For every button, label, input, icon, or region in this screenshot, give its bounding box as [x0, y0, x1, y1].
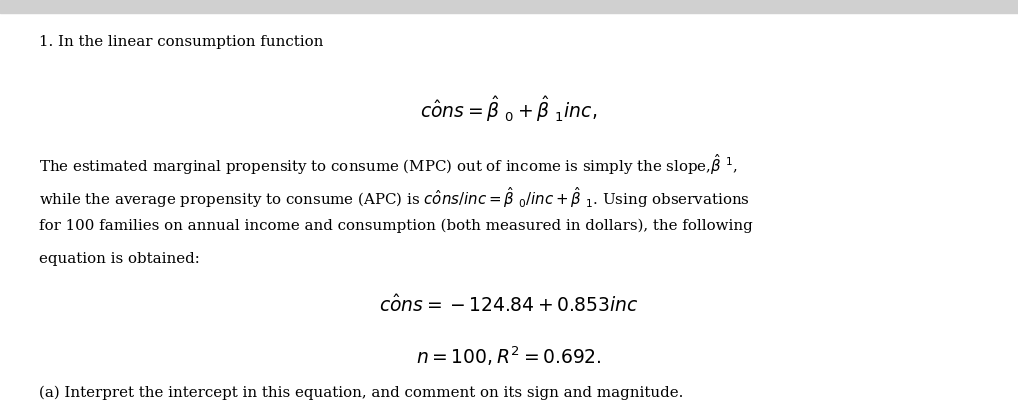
Text: (a) Interpret the intercept in this equation, and comment on its sign and magnit: (a) Interpret the intercept in this equa…	[39, 386, 683, 400]
Text: $c\hat{o}ns =\hat{\beta}\ _0+\hat{\beta}\ _1inc,$: $c\hat{o}ns =\hat{\beta}\ _0+\hat{\beta}…	[420, 94, 598, 124]
Text: $n = 100, R^2 = 0.692.$: $n = 100, R^2 = 0.692.$	[416, 344, 602, 367]
Text: $c\hat{o}ns = -124.84 + 0.853\mathit{inc}$: $c\hat{o}ns = -124.84 + 0.853\mathit{inc…	[379, 294, 639, 316]
Bar	[0, 0, 1018, 13]
Text: The estimated marginal propensity to consume (MPC) out of income is simply the s: The estimated marginal propensity to con…	[39, 152, 737, 177]
Text: 1. In the linear consumption function: 1. In the linear consumption function	[39, 35, 323, 50]
Text: equation is obtained:: equation is obtained:	[39, 252, 200, 266]
Text: while the average propensity to consume (APC) is $c\hat{o}ns/inc=\hat{\beta}\ _0: while the average propensity to consume …	[39, 186, 749, 211]
Text: for 100 families on annual income and consumption (both measured in dollars), th: for 100 families on annual income and co…	[39, 219, 752, 234]
